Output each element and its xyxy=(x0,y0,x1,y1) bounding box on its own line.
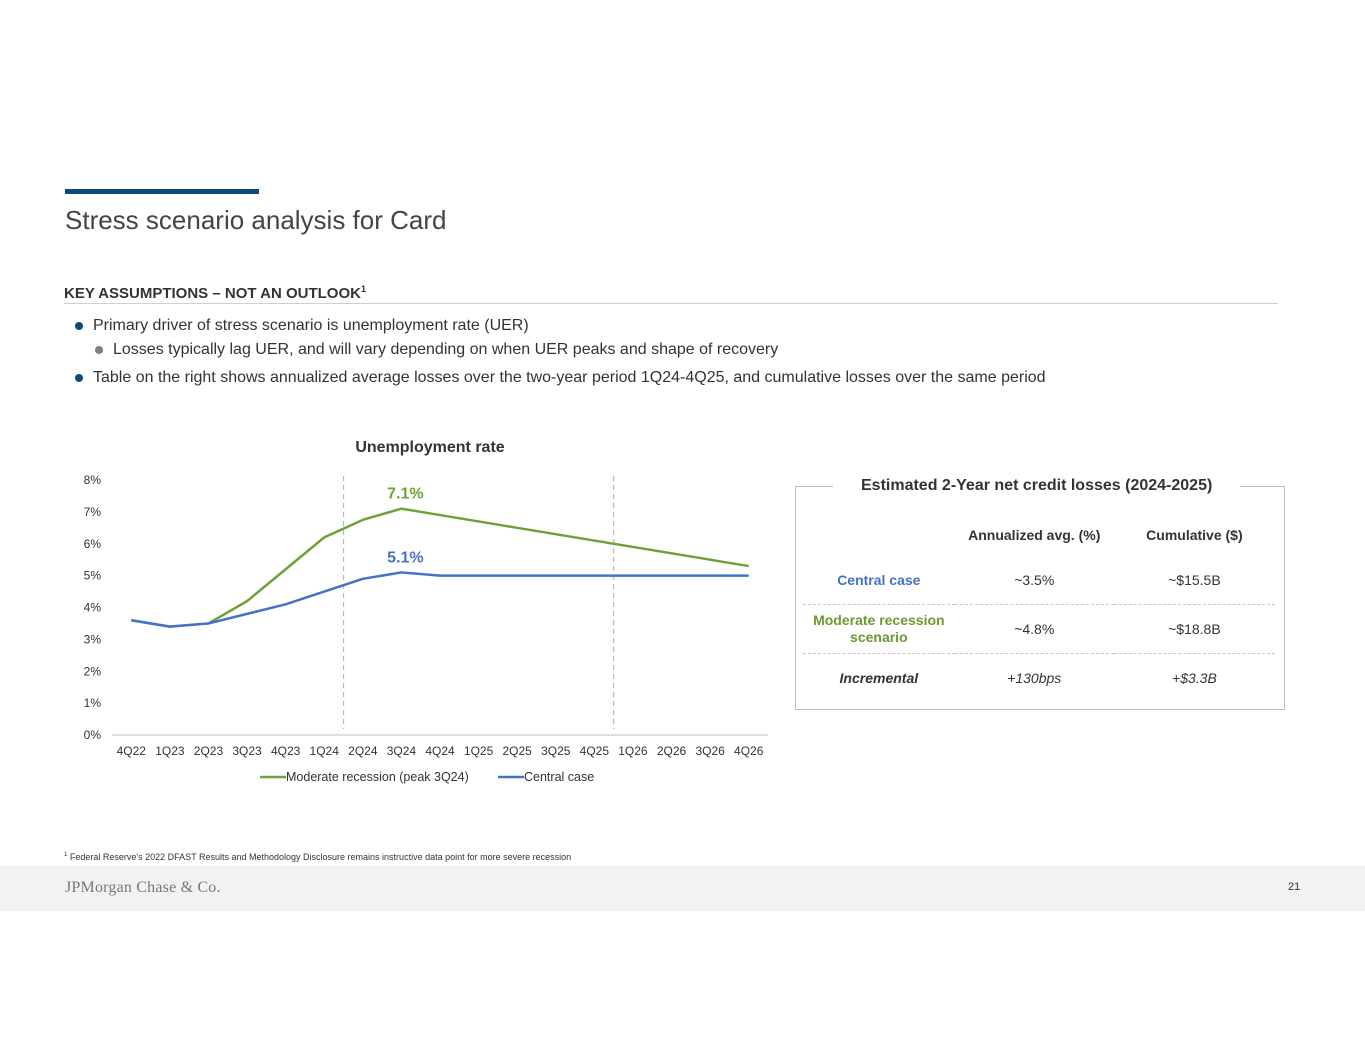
x-tick-label: 2Q23 xyxy=(194,744,224,758)
x-tick-label: 2Q25 xyxy=(502,744,532,758)
x-tick-label: 3Q25 xyxy=(541,744,571,758)
bullet-item: Table on the right shows annualized aver… xyxy=(75,366,1046,390)
header-cumulative: Cumulative ($) xyxy=(1146,527,1243,543)
losses-header-row: Annualized avg. (%) Cumulative ($) xyxy=(803,514,1275,556)
footnote-sup: 1 xyxy=(64,852,68,858)
y-tick-label: 6% xyxy=(84,537,102,551)
y-tick-label: 1% xyxy=(84,696,102,710)
header-cell xyxy=(803,514,955,556)
x-tick-label: 4Q24 xyxy=(425,744,455,758)
x-tick-label: 1Q23 xyxy=(155,744,185,758)
table-row: Incremental +130bps +$3.3B xyxy=(803,654,1275,703)
section-divider xyxy=(64,303,1278,304)
x-tick-label: 4Q22 xyxy=(117,744,147,758)
table-row: Central case ~3.5% ~$15.5B xyxy=(803,556,1275,605)
y-tick-label: 3% xyxy=(84,632,102,646)
central-case-line xyxy=(131,571,749,628)
x-tick-label: 4Q25 xyxy=(580,744,610,758)
y-tick-label: 5% xyxy=(84,569,102,583)
chart-svg: Unemployment rate 0% 1% 2% 3% 4% 5% 6% 7% 8% 4Q22 1… xyxy=(84,439,768,784)
cell-annualized: ~3.5% xyxy=(954,556,1114,605)
footnote-marker: 1 xyxy=(360,284,366,294)
x-tick-label: 1Q26 xyxy=(618,744,648,758)
cell-annualized: ~4.8% xyxy=(954,604,1114,654)
section-heading-text: KEY ASSUMPTIONS – NOT AN OUTLOOK xyxy=(64,285,361,302)
moderate-recession-line xyxy=(131,507,749,628)
footer xyxy=(0,866,1365,911)
table-row: Moderate recession scenario ~4.8% ~$18.8… xyxy=(803,604,1275,654)
y-tick-label: 4% xyxy=(84,601,102,615)
company-logo: JPMorgan Chase & Co. xyxy=(65,879,221,896)
bullet-item: Primary driver of stress scenario is une… xyxy=(75,314,1046,338)
chart-title: Unemployment rate xyxy=(355,439,504,456)
x-tick-label: 2Q26 xyxy=(657,744,687,758)
y-tick-label: 0% xyxy=(84,728,102,742)
cell-annualized: +130bps xyxy=(1007,670,1062,686)
header-annualized: Annualized avg. (%) xyxy=(968,527,1101,543)
page-number: 21 xyxy=(1288,881,1301,893)
legend-label: Central case xyxy=(524,770,594,784)
row-label-moderate-text: Moderate recession scenario xyxy=(813,612,945,645)
title-accent-bar xyxy=(65,189,259,194)
page-title: Stress scenario analysis for Card xyxy=(65,205,447,235)
row-label-incremental: Incremental xyxy=(839,670,919,686)
cell-cumulative: ~$18.8B xyxy=(1113,604,1275,654)
x-tick-label: 3Q26 xyxy=(695,744,725,758)
losses-table: Annualized avg. (%) Cumulative ($) Centr… xyxy=(803,514,1275,702)
y-tick-label: 2% xyxy=(84,664,102,678)
row-label-moderate: Moderate recession scenario xyxy=(803,604,955,654)
x-tick-label: 2Q24 xyxy=(348,744,378,758)
data-label: 7.1% xyxy=(387,486,423,503)
x-tick-label: 3Q24 xyxy=(387,744,417,758)
losses-title: Estimated 2-Year net credit losses (2024… xyxy=(833,477,1241,495)
data-label: 5.1% xyxy=(387,549,423,566)
sub-bullet-item: Losses typically lag UER, and will vary … xyxy=(95,338,1046,362)
y-tick-label: 8% xyxy=(84,473,102,487)
cell-cumulative: ~$15.5B xyxy=(1113,556,1275,605)
legend-label: Moderate recession (peak 3Q24) xyxy=(286,770,469,784)
cell-cumulative: +$3.3B xyxy=(1172,670,1217,686)
assumption-bullets: Primary driver of stress scenario is une… xyxy=(75,314,1046,394)
footnote: 1 Federal Reserve's 2022 DFAST Results a… xyxy=(64,852,571,862)
x-tick-label: 4Q26 xyxy=(734,744,764,758)
row-label-central: Central case xyxy=(803,556,955,605)
x-tick-label: 1Q25 xyxy=(464,744,494,758)
x-tick-label: 3Q23 xyxy=(232,744,262,758)
unemployment-chart: Unemployment rate 0% 1% 2% 3% 4% 5% 6% 7% 8% 4Q22 1… xyxy=(60,430,780,800)
y-tick-label: 7% xyxy=(84,505,102,519)
x-tick-label: 4Q23 xyxy=(271,744,301,758)
x-tick-label: 1Q24 xyxy=(310,744,340,758)
footnote-text: Federal Reserve's 2022 DFAST Results and… xyxy=(69,852,572,862)
section-heading: KEY ASSUMPTIONS – NOT AN OUTLOOK1 xyxy=(64,284,366,302)
